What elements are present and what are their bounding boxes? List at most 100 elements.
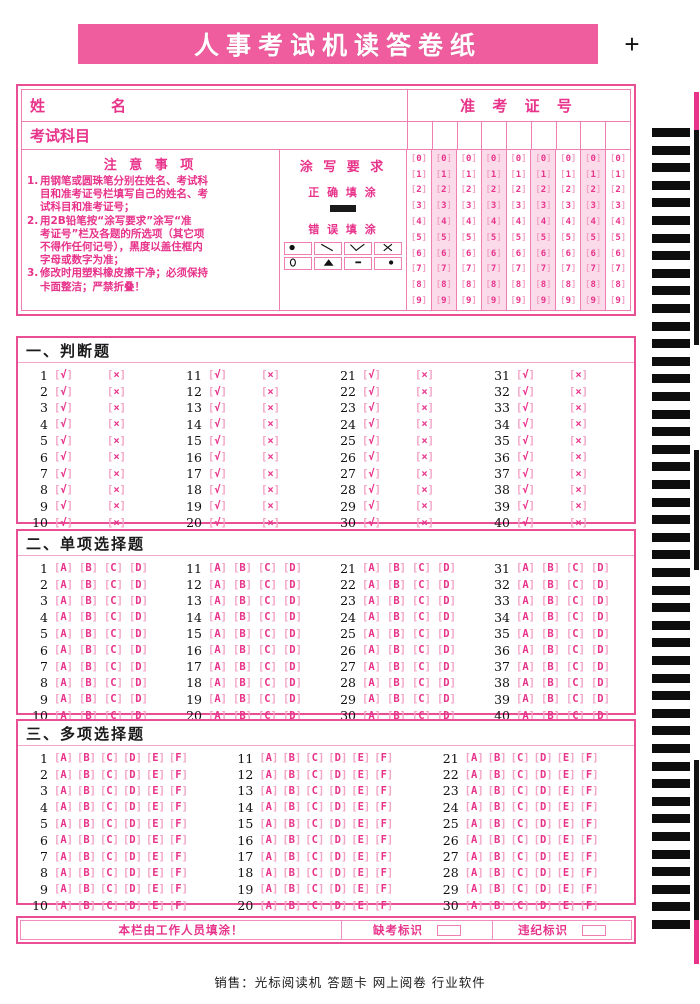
- absent-segment[interactable]: 缺考标识: [342, 921, 493, 939]
- option-bubble-D[interactable]: [D]: [128, 562, 148, 575]
- option-bubble-B[interactable]: [B]: [282, 899, 302, 912]
- option-bubble-E[interactable]: [E]: [556, 817, 576, 830]
- digit-bubble-3[interactable]: [3]: [410, 201, 428, 212]
- digit-bubble-0[interactable]: [0]: [435, 153, 452, 164]
- digit-bubble-9[interactable]: [9]: [535, 296, 552, 307]
- exam-number-digit-column[interactable]: [0] [1] [2] [3] [4] [5] [6] [7] [8] [9]: [530, 150, 556, 310]
- option-bubble-D[interactable]: [D]: [590, 660, 610, 673]
- option-bubble-A[interactable]: [A]: [54, 866, 73, 879]
- option-bubble-D[interactable]: [D]: [282, 611, 302, 624]
- option-bubble-D[interactable]: [D]: [328, 899, 348, 912]
- option-bubble-×[interactable]: [×]: [568, 500, 588, 513]
- option-bubble-C[interactable]: [C]: [510, 899, 530, 912]
- option-bubble-C[interactable]: [C]: [103, 594, 123, 607]
- option-bubble-B[interactable]: [B]: [232, 709, 252, 722]
- option-bubble-D[interactable]: [D]: [328, 817, 348, 830]
- option-bubble-E[interactable]: [E]: [556, 768, 576, 781]
- option-bubble-D[interactable]: [D]: [590, 676, 610, 689]
- option-bubble-A[interactable]: [A]: [259, 850, 279, 863]
- option-bubble-A[interactable]: [A]: [362, 562, 381, 575]
- option-bubble-D[interactable]: [D]: [122, 817, 142, 830]
- option-bubble-C[interactable]: [C]: [510, 866, 530, 879]
- option-bubble-A[interactable]: [A]: [464, 883, 484, 896]
- option-bubble-B[interactable]: [B]: [540, 594, 560, 607]
- option-bubble-F[interactable]: [F]: [168, 899, 188, 912]
- option-bubble-C[interactable]: [C]: [305, 752, 325, 765]
- option-bubble-C[interactable]: [C]: [257, 627, 277, 640]
- option-bubble-√[interactable]: [√]: [208, 483, 227, 496]
- option-bubble-E[interactable]: [E]: [145, 866, 165, 879]
- exam-number-digit-column[interactable]: [0] [1] [2] [3] [4] [5] [6] [7] [8] [9]: [555, 150, 580, 310]
- option-bubble-D[interactable]: [D]: [590, 578, 610, 591]
- option-bubble-D[interactable]: [D]: [328, 801, 348, 814]
- option-bubble-√[interactable]: [√]: [516, 483, 535, 496]
- option-bubble-×[interactable]: [×]: [106, 467, 126, 480]
- digit-bubble-6[interactable]: [6]: [535, 248, 552, 259]
- option-bubble-√[interactable]: [√]: [362, 418, 381, 431]
- option-bubble-√[interactable]: [√]: [54, 451, 73, 464]
- digit-bubble-4[interactable]: [4]: [609, 217, 627, 228]
- option-bubble-C[interactable]: [C]: [103, 644, 123, 657]
- option-bubble-B[interactable]: [B]: [487, 850, 507, 863]
- option-bubble-×[interactable]: [×]: [414, 418, 434, 431]
- option-bubble-C[interactable]: [C]: [305, 850, 325, 863]
- option-bubble-C[interactable]: [C]: [305, 866, 325, 879]
- option-bubble-B[interactable]: [B]: [487, 768, 507, 781]
- option-bubble-√[interactable]: [√]: [208, 418, 227, 431]
- option-bubble-F[interactable]: [F]: [168, 866, 188, 879]
- option-bubble-D[interactable]: [D]: [533, 784, 553, 797]
- option-bubble-√[interactable]: [√]: [516, 467, 535, 480]
- option-bubble-D[interactable]: [D]: [533, 883, 553, 896]
- option-bubble-F[interactable]: [F]: [168, 834, 188, 847]
- digit-bubble-7[interactable]: [7]: [535, 264, 552, 275]
- option-bubble-C[interactable]: [C]: [99, 850, 119, 863]
- digit-bubble-6[interactable]: [6]: [609, 248, 627, 259]
- option-bubble-×[interactable]: [×]: [260, 434, 280, 447]
- option-bubble-×[interactable]: [×]: [260, 385, 280, 398]
- option-bubble-D[interactable]: [D]: [128, 660, 148, 673]
- exam-number-write-cell[interactable]: [481, 122, 506, 149]
- option-bubble-E[interactable]: [E]: [351, 899, 371, 912]
- option-bubble-C[interactable]: [C]: [510, 883, 530, 896]
- digit-bubble-4[interactable]: [4]: [585, 217, 602, 228]
- option-bubble-A[interactable]: [A]: [464, 768, 484, 781]
- option-bubble-B[interactable]: [B]: [76, 801, 96, 814]
- option-bubble-A[interactable]: [A]: [362, 627, 381, 640]
- option-bubble-B[interactable]: [B]: [386, 594, 406, 607]
- option-bubble-×[interactable]: [×]: [260, 516, 280, 529]
- option-bubble-B[interactable]: [B]: [487, 866, 507, 879]
- option-bubble-×[interactable]: [×]: [414, 483, 434, 496]
- option-bubble-A[interactable]: [A]: [259, 899, 279, 912]
- digit-bubble-2[interactable]: [2]: [585, 185, 602, 196]
- option-bubble-B[interactable]: [B]: [76, 817, 96, 830]
- option-bubble-×[interactable]: [×]: [260, 418, 280, 431]
- option-bubble-D[interactable]: [D]: [436, 578, 456, 591]
- digit-bubble-0[interactable]: [0]: [460, 153, 477, 164]
- option-bubble-×[interactable]: [×]: [106, 516, 126, 529]
- option-bubble-C[interactable]: [C]: [565, 594, 585, 607]
- option-bubble-×[interactable]: [×]: [414, 467, 434, 480]
- option-bubble-E[interactable]: [E]: [351, 817, 371, 830]
- option-bubble-F[interactable]: [F]: [374, 899, 394, 912]
- option-bubble-C[interactable]: [C]: [305, 801, 325, 814]
- option-bubble-A[interactable]: [A]: [54, 562, 73, 575]
- digit-bubble-9[interactable]: [9]: [510, 296, 527, 307]
- option-bubble-F[interactable]: [F]: [374, 784, 394, 797]
- option-bubble-×[interactable]: [×]: [106, 434, 126, 447]
- option-bubble-A[interactable]: [A]: [54, 594, 73, 607]
- option-bubble-F[interactable]: [F]: [579, 850, 599, 863]
- option-bubble-√[interactable]: [√]: [516, 516, 535, 529]
- option-bubble-E[interactable]: [E]: [351, 866, 371, 879]
- option-bubble-F[interactable]: [F]: [374, 817, 394, 830]
- option-bubble-E[interactable]: [E]: [145, 899, 165, 912]
- option-bubble-×[interactable]: [×]: [568, 516, 588, 529]
- digit-bubble-2[interactable]: [2]: [435, 185, 452, 196]
- option-bubble-A[interactable]: [A]: [516, 709, 535, 722]
- option-bubble-C[interactable]: [C]: [257, 709, 277, 722]
- digit-bubble-5[interactable]: [5]: [410, 232, 428, 243]
- option-bubble-×[interactable]: [×]: [568, 451, 588, 464]
- option-bubble-√[interactable]: [√]: [208, 500, 227, 513]
- digit-bubble-2[interactable]: [2]: [510, 185, 527, 196]
- option-bubble-B[interactable]: [B]: [540, 644, 560, 657]
- option-bubble-A[interactable]: [A]: [54, 817, 73, 830]
